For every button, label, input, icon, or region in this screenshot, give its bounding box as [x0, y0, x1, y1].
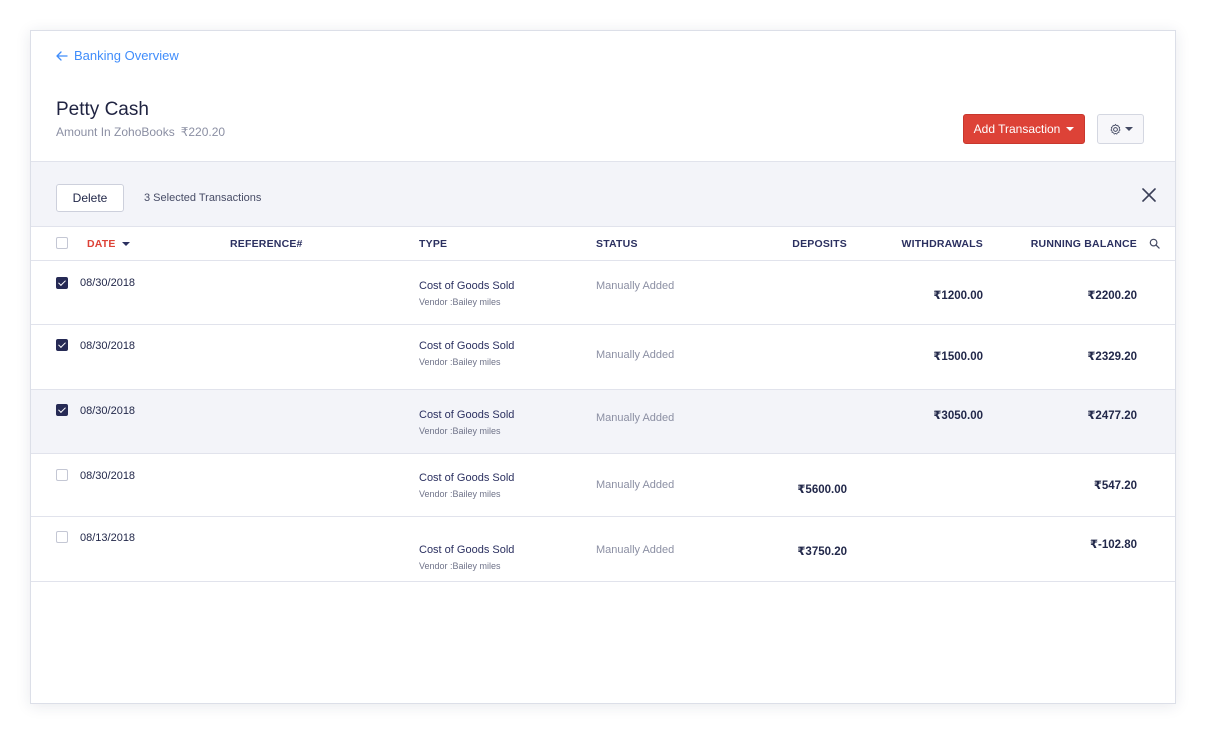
row-deposits: ₹5600.00	[797, 484, 847, 496]
row-type-label: Cost of Goods Sold	[419, 280, 515, 292]
row-status: Manually Added	[596, 280, 675, 292]
chevron-down-icon	[1066, 127, 1075, 131]
column-running-balance[interactable]: RUNNING BALANCE	[1030, 238, 1137, 250]
column-withdrawals[interactable]: WITHDRAWALS	[901, 238, 983, 250]
arrow-left-icon	[56, 50, 68, 61]
row-withdrawals: ₹1500.00	[933, 351, 983, 363]
table-row[interactable]: 08/30/2018 Cost of Goods Sold Vendor :Ba…	[31, 390, 1175, 454]
row-status: Manually Added	[596, 349, 675, 361]
amount-label: Amount In ZohoBooks	[56, 125, 175, 139]
row-date: 08/30/2018	[80, 340, 136, 352]
row-checkbox[interactable]	[56, 404, 68, 416]
row-withdrawals: ₹1200.00	[933, 290, 983, 302]
add-transaction-label: Add Transaction	[973, 122, 1061, 136]
account-amount: Amount In ZohoBooks ₹220.20	[56, 125, 225, 139]
row-type: Cost of Goods Sold Vendor :Bailey miles	[419, 472, 514, 499]
row-type-label: Cost of Goods Sold	[419, 544, 515, 556]
row-deposits: ₹3750.20	[797, 546, 847, 558]
row-date: 08/13/2018	[80, 532, 136, 544]
row-balance: ₹2329.20	[1087, 351, 1137, 363]
row-type: Cost of Goods Sold Vendor :Bailey miles	[419, 280, 514, 307]
row-type: Cost of Goods Sold Vendor :Bailey miles	[419, 340, 514, 367]
row-vendor: Vendor :Bailey miles	[419, 297, 501, 307]
row-balance: ₹-102.80	[1089, 539, 1137, 551]
row-type: Cost of Goods Sold Vendor :Bailey miles	[419, 544, 514, 571]
column-deposits[interactable]: DEPOSITS	[792, 238, 847, 250]
row-balance: ₹547.20	[1093, 480, 1137, 492]
select-all-checkbox[interactable]	[56, 237, 68, 249]
table-row[interactable]: 08/13/2018 Cost of Goods Sold Vendor :Ba…	[31, 517, 1175, 582]
back-link-label: Banking Overview	[74, 48, 179, 63]
row-type-label: Cost of Goods Sold	[419, 409, 515, 421]
row-checkbox[interactable]	[56, 531, 68, 543]
banking-account-panel: Banking Overview Petty Cash Amount In Zo…	[30, 30, 1176, 704]
back-link[interactable]: Banking Overview	[56, 48, 179, 63]
bulk-action-bar: Delete 3 Selected Transactions	[31, 161, 1175, 227]
row-vendor: Vendor :Bailey miles	[419, 426, 501, 436]
row-type-label: Cost of Goods Sold	[419, 472, 515, 484]
row-checkbox[interactable]	[56, 277, 68, 289]
delete-button[interactable]: Delete	[56, 184, 124, 212]
row-type: Cost of Goods Sold Vendor :Bailey miles	[419, 409, 514, 436]
row-balance: ₹2200.20	[1087, 290, 1137, 302]
column-date[interactable]: DATE	[87, 238, 130, 250]
row-vendor: Vendor :Bailey miles	[419, 357, 501, 367]
amount-value: ₹220.20	[180, 125, 226, 139]
row-date: 08/30/2018	[80, 470, 136, 482]
row-date: 08/30/2018	[80, 277, 136, 289]
table-row[interactable]: 08/30/2018 Cost of Goods Sold Vendor :Ba…	[31, 261, 1175, 325]
row-withdrawals: ₹3050.00	[933, 410, 983, 422]
row-vendor: Vendor :Bailey miles	[419, 489, 501, 499]
table-row[interactable]: 08/30/2018 Cost of Goods Sold Vendor :Ba…	[31, 454, 1175, 517]
row-balance: ₹2477.20	[1087, 410, 1137, 422]
page-title: Petty Cash	[56, 99, 149, 120]
gear-icon	[1110, 123, 1120, 135]
column-type[interactable]: TYPE	[419, 238, 448, 250]
column-status[interactable]: STATUS	[596, 238, 638, 250]
row-type-label: Cost of Goods Sold	[419, 340, 515, 352]
search-icon[interactable]	[1149, 238, 1160, 249]
row-checkbox[interactable]	[56, 469, 68, 481]
settings-button[interactable]	[1097, 114, 1144, 144]
sort-down-icon	[121, 242, 130, 246]
table-header: DATE REFERENCE# TYPE STATUS DEPOSITS WIT…	[31, 227, 1175, 261]
table-row[interactable]: 08/30/2018 Cost of Goods Sold Vendor :Ba…	[31, 325, 1175, 390]
row-vendor: Vendor :Bailey miles	[419, 561, 501, 571]
selected-count: 3 Selected Transactions	[144, 192, 262, 204]
column-reference[interactable]: REFERENCE#	[230, 238, 303, 250]
chevron-down-icon	[1124, 127, 1133, 131]
row-status: Manually Added	[596, 412, 675, 424]
row-status: Manually Added	[596, 479, 675, 491]
row-checkbox[interactable]	[56, 339, 68, 351]
column-date-label: DATE	[87, 238, 116, 250]
row-status: Manually Added	[596, 544, 675, 556]
row-date: 08/30/2018	[80, 405, 136, 417]
add-transaction-button[interactable]: Add Transaction	[963, 114, 1085, 144]
close-icon[interactable]	[1141, 187, 1157, 203]
